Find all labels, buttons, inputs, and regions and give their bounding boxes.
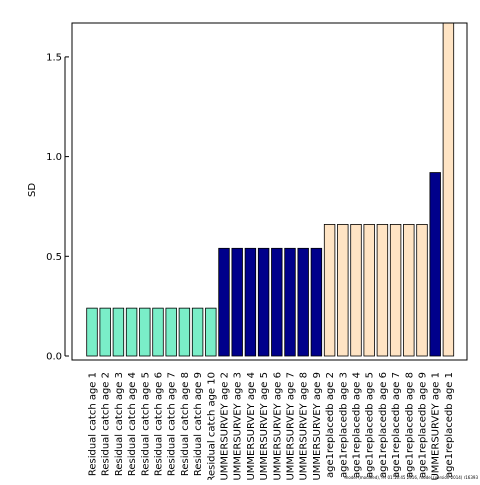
x-tick-label-17: SUMMERSURVEY age 8 (299, 372, 310, 480)
bar-26 (416, 223, 428, 357)
x-tick-label-9: Residual catch age 9 (193, 372, 204, 476)
x-tick-label-4: Residual catch age 4 (127, 372, 138, 476)
y-axis-title: SD (27, 183, 38, 197)
bar-24 (389, 223, 402, 357)
x-tick-label-21: age1replacedb age 4 (352, 372, 363, 478)
bar-10 (205, 307, 217, 357)
x-tick-label-13: SUMMERSURVEY age 4 (246, 372, 257, 480)
x-tick-label-16: SUMMERSURVEY age 7 (286, 372, 297, 480)
bar-9 (191, 307, 204, 357)
y-axis: 0.0 0.5 1.0 1.5 (46, 52, 69, 363)
bar-15 (271, 247, 283, 357)
x-tick-label-8: Residual catch age 8 (180, 372, 191, 476)
x-tick-label-3: Residual catch age 3 (114, 372, 125, 476)
x-tick-label-15: SUMMERSURVEY age 6 (272, 372, 283, 480)
bar-18 (310, 247, 323, 357)
bars-layer (86, 22, 455, 357)
bar-23 (376, 223, 389, 357)
bar-27 (429, 172, 441, 357)
x-tick-label-6: Residual catch age 6 (154, 372, 165, 476)
x-tick-label-22: age1replacedb age 5 (365, 372, 376, 478)
x-tick-label-12: SUMMERSURVEY age 3 (233, 372, 244, 480)
bar-12 (231, 247, 243, 357)
x-tick-label-2: Residual catch age 2 (101, 372, 112, 476)
x-tick-label-19: age1replacedb age 2 (325, 372, 336, 478)
x-tick-label-28: age1replacedb age 1 (444, 372, 455, 478)
x-tick-label-18: SUMMERSURVEY age 9 (312, 372, 323, 480)
bar-6 (152, 307, 164, 357)
bar-11 (218, 247, 230, 357)
bar-21 (350, 223, 362, 357)
x-tick-label-20: age1replacedb age 3 (338, 372, 349, 478)
y-tick-label-4: 1.5 (46, 52, 62, 63)
bar-19 (323, 223, 336, 357)
y-tick-label-3: 1.0 (46, 152, 62, 163)
y-tick-label-1: 0.0 (46, 352, 62, 363)
x-tick-label-7: Residual catch age 7 (167, 372, 178, 476)
x-tick-label-27: SUMMERSURVEY age 1 (431, 372, 442, 480)
bar-3 (112, 307, 125, 357)
bar-22 (363, 223, 375, 357)
bar-25 (403, 223, 415, 357)
bar-4 (125, 307, 138, 357)
x-tick-label-25: age1replacedb age 8 (404, 372, 415, 478)
x-tick-label-23: age1replacedb age 6 (378, 372, 389, 478)
bar-14 (257, 247, 270, 357)
y-tick-label-2: 0.5 (46, 252, 62, 263)
x-tick-label-5: Residual catch age 5 (140, 372, 151, 476)
x-tick-label-26: age1replacedb age 9 (418, 372, 429, 478)
bar-2 (99, 307, 111, 357)
bar-16 (284, 247, 296, 357)
x-tick-label-1: Residual catch age 1 (88, 372, 99, 476)
bar-8 (178, 307, 191, 357)
bar-13 (244, 247, 257, 357)
x-tick-label-10: Residual catch age 10 (206, 372, 217, 480)
bar-20 (337, 223, 349, 357)
bar-1 (86, 307, 98, 357)
bar-7 (165, 307, 177, 357)
x-tick-label-11: SUMMERSURVEY age 2 (220, 372, 231, 480)
footnote: model (modified), Fri 01:15:45 2016, mod… (345, 475, 479, 480)
bar-17 (297, 247, 309, 357)
x-tick-label-14: SUMMERSURVEY age 5 (259, 372, 270, 480)
bar-28 (442, 22, 455, 357)
x-tick-label-24: age1replacedb age 7 (391, 372, 402, 478)
x-axis-labels: Residual catch age 1 Residual catch age 2… (88, 372, 455, 485)
plot-frame (71, 22, 468, 361)
bar-5 (139, 307, 151, 357)
